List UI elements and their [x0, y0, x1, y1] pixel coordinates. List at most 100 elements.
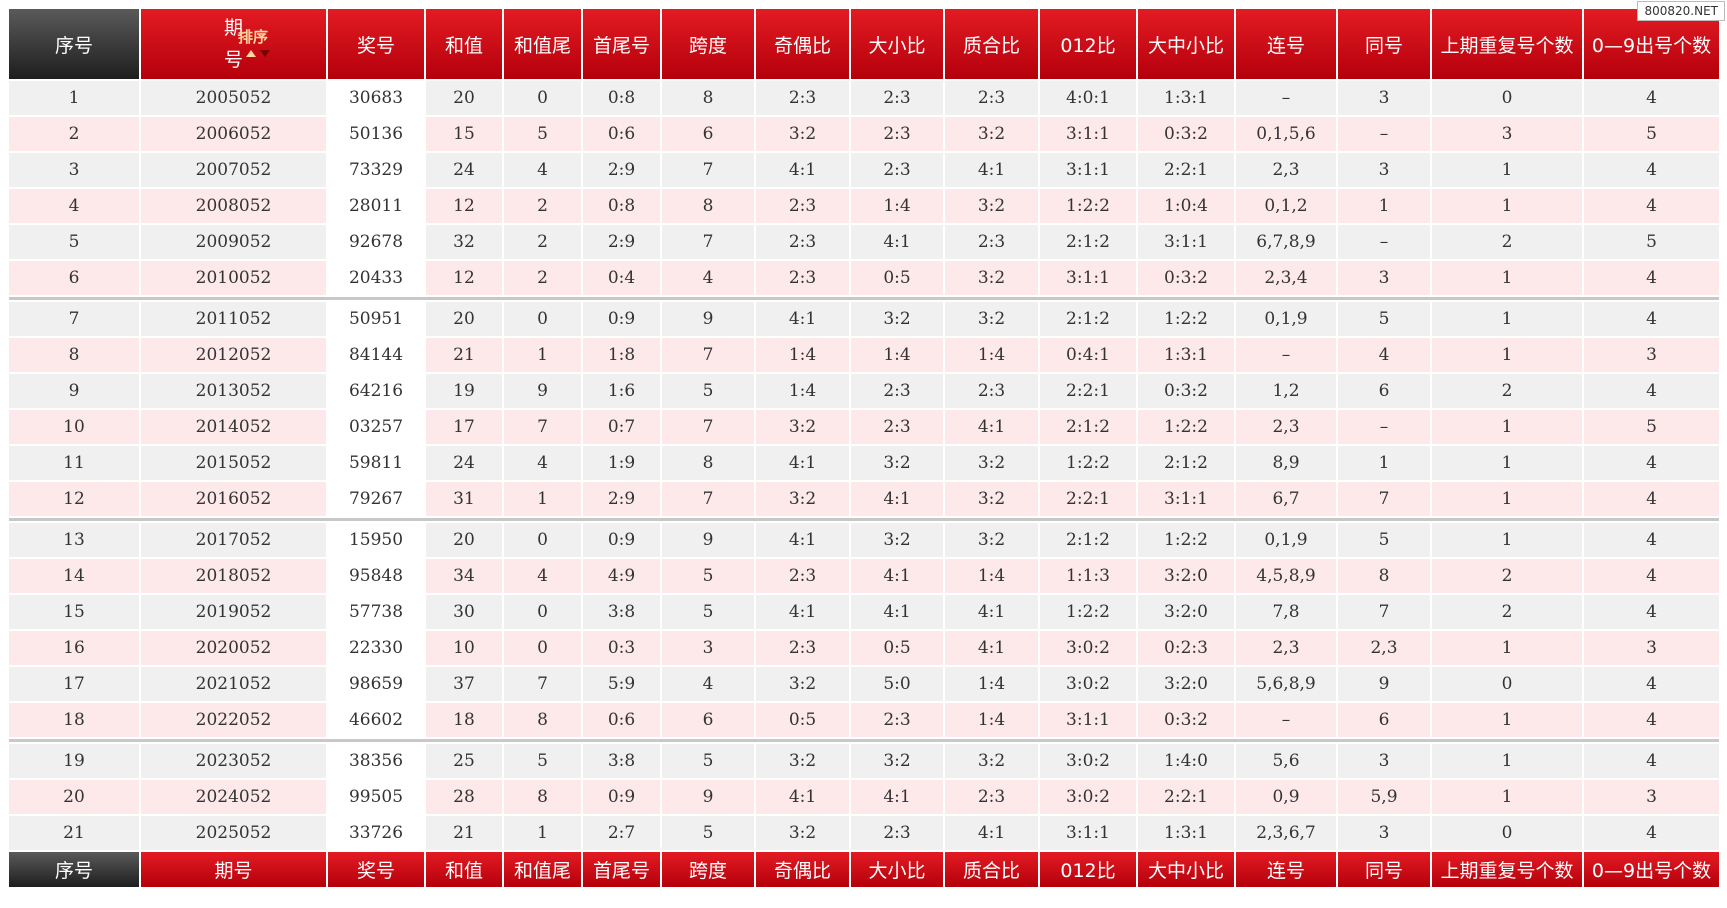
- table-cell: 7: [504, 410, 581, 444]
- table-cell: 4: [504, 153, 581, 187]
- table-cell: 1,2: [1236, 374, 1336, 408]
- group-separator: [9, 297, 1719, 300]
- table-cell: 24: [426, 446, 502, 480]
- foot-cell: 012比: [1040, 852, 1136, 887]
- table-cell: 5: [1584, 410, 1719, 444]
- table-cell: 2015052: [141, 446, 326, 480]
- foot-cell: 期号: [141, 852, 326, 887]
- table-cell: 4: [1584, 153, 1719, 187]
- table-cell: 2:3: [945, 225, 1038, 259]
- table-cell: 10: [9, 410, 139, 444]
- table-cell: 1: [1432, 302, 1582, 336]
- table-cell: 3:2: [945, 261, 1038, 295]
- table-cell: 2,3: [1236, 153, 1336, 187]
- table-cell: 3:2: [756, 744, 849, 778]
- table-cell: 1: [1432, 482, 1582, 516]
- table-row: 2 2006052 50136 15 5 0:6 6 3:2 2:3 3:2 3:1:1 0:3:2 0…: [9, 117, 1719, 151]
- table-cell: 9: [662, 780, 754, 814]
- table-cell: 33726: [328, 816, 424, 850]
- table-cell: 3: [1338, 81, 1430, 115]
- table-cell: 1:6: [583, 374, 660, 408]
- table-cell: 31: [426, 482, 502, 516]
- header-text: 期号: [224, 17, 244, 71]
- table-cell: 0: [504, 81, 581, 115]
- table-cell: 1: [1432, 523, 1582, 557]
- table-cell: 50136: [328, 117, 424, 151]
- table-cell: 4:1: [756, 780, 849, 814]
- table-cell: 92678: [328, 225, 424, 259]
- table-cell: 2020052: [141, 631, 326, 665]
- table-cell: 3:2: [756, 482, 849, 516]
- table-cell: 8: [662, 81, 754, 115]
- table-cell: 5: [504, 117, 581, 151]
- table-cell: 4: [1584, 559, 1719, 593]
- table-cell: 4:1: [756, 153, 849, 187]
- table-cell: 0: [504, 523, 581, 557]
- table-cell: 2: [9, 117, 139, 151]
- table-cell: 7: [9, 302, 139, 336]
- table-cell: 2:3: [756, 81, 849, 115]
- table-cell: 0:4:1: [1040, 338, 1136, 372]
- table-cell: 20433: [328, 261, 424, 295]
- sort-arrows: [246, 50, 270, 57]
- table-cell: 2:3: [756, 189, 849, 223]
- table-cell: 4:1: [851, 780, 943, 814]
- sort-link[interactable]: 排序: [238, 28, 269, 46]
- table-cell: 2005052: [141, 81, 326, 115]
- table-cell: 0,1,9: [1236, 302, 1336, 336]
- table-cell: 2:7: [583, 816, 660, 850]
- table-cell: 84144: [328, 338, 424, 372]
- table-cell: 4: [1584, 523, 1719, 557]
- table-cell: 3: [9, 153, 139, 187]
- table-cell: 4: [1584, 189, 1719, 223]
- table-cell: 2025052: [141, 816, 326, 850]
- table-cell: 1: [504, 338, 581, 372]
- table-cell: 1:4:0: [1138, 744, 1234, 778]
- table-cell: 3:0:2: [1040, 780, 1136, 814]
- table-cell: 13: [9, 523, 139, 557]
- table-cell: 3:2: [756, 667, 849, 701]
- table-cell: 3:1:1: [1040, 261, 1136, 295]
- table-cell: 2:3: [851, 81, 943, 115]
- table-cell: 4: [1584, 482, 1719, 516]
- table-cell: 3:2: [945, 446, 1038, 480]
- table-cell: 5: [662, 816, 754, 850]
- table-cell: 21: [9, 816, 139, 850]
- table-cell: 2:3: [851, 374, 943, 408]
- table-cell: 2,3,4: [1236, 261, 1336, 295]
- table-cell: 1: [1432, 338, 1582, 372]
- table-cell: 0:7: [583, 410, 660, 444]
- table-row: 13 2017052 15950 20 0 0:9 9 4:1 3:2 3:2 2:1:2 1:2:2…: [9, 523, 1719, 557]
- table-cell: 1: [1432, 410, 1582, 444]
- table-cell: 2010052: [141, 261, 326, 295]
- table-cell: 64216: [328, 374, 424, 408]
- table-cell: 1:4: [851, 338, 943, 372]
- table-cell: 12: [426, 189, 502, 223]
- table-cell: 17: [9, 667, 139, 701]
- foot-cell: 和值: [426, 852, 502, 887]
- table-cell: 14: [9, 559, 139, 593]
- table-row: 10 2014052 03257 17 7 0:7 7 3:2 2:3 4:1 2:1:2 1:2:2…: [9, 410, 1719, 444]
- table-cell: 2014052: [141, 410, 326, 444]
- table-cell: 7: [1338, 482, 1430, 516]
- table-cell: 5: [662, 559, 754, 593]
- table-cell: 28011: [328, 189, 424, 223]
- table-cell: 6: [1338, 374, 1430, 408]
- watermark: 800820.NET: [1637, 1, 1725, 21]
- table-cell: 4:1: [851, 225, 943, 259]
- table-cell: 0:4: [583, 261, 660, 295]
- table-row: 3 2007052 73329 24 4 2:9 7 4:1 2:3 4:1 3:1:1 2:2:1 2…: [9, 153, 1719, 187]
- table-cell: 3:2: [756, 117, 849, 151]
- sort-down[interactable]: [260, 50, 270, 57]
- table-cell: 7: [662, 338, 754, 372]
- table-body: 序号 期号 奖号 和值 和值尾 首尾号 跨度 奇偶比 大小比 质合比 012比 大中小比 连号 同号 上期重…: [9, 9, 1719, 887]
- head-cell: 奇偶比: [756, 9, 849, 79]
- table-cell: 2:1:2: [1040, 225, 1136, 259]
- table-row: 20 2024052 99505 28 8 0:9 9 4:1 4:1 2:3 3:0:2 2:2:1…: [9, 780, 1719, 814]
- table-cell: 5: [662, 374, 754, 408]
- table-cell: 0:5: [851, 261, 943, 295]
- table-row: 8 2012052 84144 21 1 1:8 7 1:4 1:4 1:4 0:4:1 1:3:1–…: [9, 338, 1719, 372]
- head-cell: 大中小比: [1138, 9, 1234, 79]
- table-cell: 3:2: [756, 816, 849, 850]
- sort-up[interactable]: [246, 50, 256, 57]
